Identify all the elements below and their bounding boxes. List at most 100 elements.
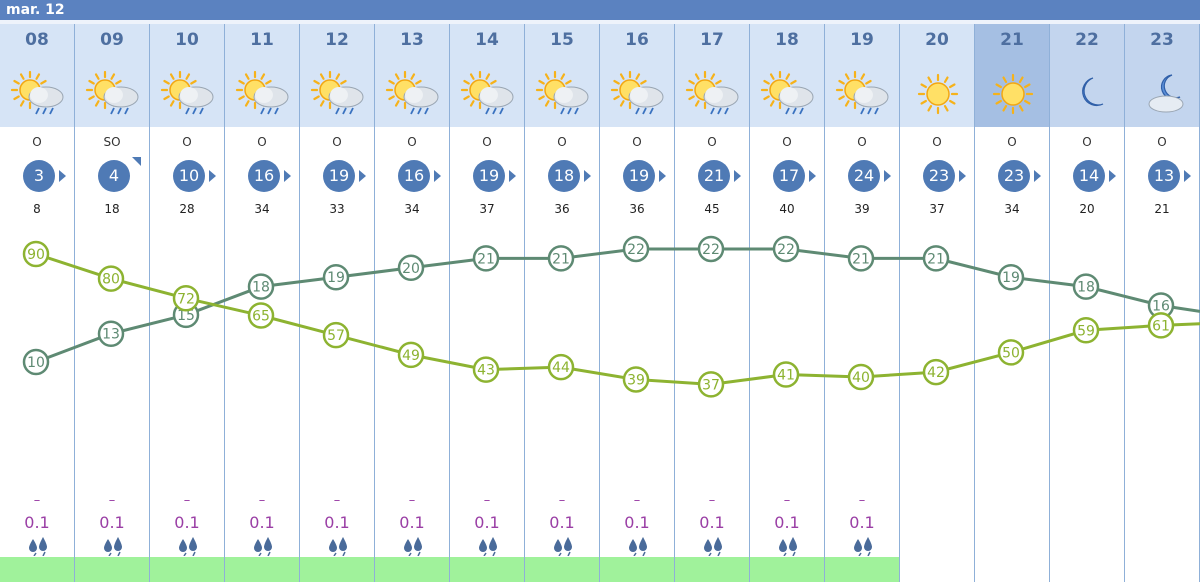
wind-gust: 21: [1154, 202, 1170, 216]
precip-band: [300, 557, 374, 582]
data-point-0-15: 21: [547, 245, 575, 272]
precipitation-value: 0.1: [174, 513, 200, 532]
hour-column-15: 15 O 18 36 – 0.1: [525, 24, 600, 582]
precip-band: [450, 557, 524, 582]
date-header: mar. 12: [0, 0, 1200, 20]
data-label: 22: [777, 242, 795, 258]
wind-direction: O: [32, 135, 42, 149]
wind-speed-badge: 19: [473, 160, 505, 192]
data-label: 42: [927, 365, 945, 381]
wind-speed-badge: 24: [848, 160, 880, 192]
rain-drops-icon: [479, 537, 497, 556]
data-point-1-10: 72: [172, 285, 200, 312]
sun-cloud-rain-icon: [610, 70, 664, 115]
wind-gust: 33: [329, 202, 345, 216]
precip-band: [600, 557, 674, 582]
rain-drops-icon: [29, 537, 47, 556]
data-label: 21: [927, 251, 945, 267]
wind-gust: 20: [1079, 202, 1095, 216]
hour-label: 18: [775, 30, 799, 50]
data-label: 90: [27, 247, 45, 263]
data-point-0-11: 18: [247, 273, 275, 300]
data-point-0-23: 16: [1147, 292, 1175, 319]
hour-header: 12: [300, 24, 374, 127]
precip-band: [375, 557, 449, 582]
wind-gust: 37: [479, 202, 495, 216]
hour-header: 13: [375, 24, 449, 127]
wind-direction: O: [707, 135, 717, 149]
precip-band: [750, 557, 824, 582]
precipitation-value: 0.1: [324, 513, 350, 532]
data-label: 18: [1077, 280, 1095, 296]
sun-cloud-rain-icon: [535, 70, 589, 115]
wind-direction: O: [1157, 135, 1167, 149]
hour-column-16: 16 O 19 36 – 0.1: [600, 24, 675, 582]
data-point-0-08: 10: [22, 348, 50, 376]
data-label: 49: [402, 348, 420, 364]
wind-speed-badge: 10: [173, 160, 205, 192]
wind-direction: O: [557, 135, 567, 149]
wind-speed-badge: 17: [773, 160, 805, 192]
precip-dash: –: [633, 493, 641, 508]
hour-label: 13: [400, 30, 424, 50]
data-point-1-22: 59: [1072, 317, 1100, 344]
sun-cloud-rain-icon: [685, 70, 739, 115]
hour-label: 23: [1150, 30, 1174, 50]
data-point-1-21: 50: [997, 339, 1025, 366]
hour-header: 10: [150, 24, 224, 127]
hour-label: 10: [175, 30, 199, 50]
hour-column-17: 17 O 21 45 – 0.1: [675, 24, 750, 582]
wind-speed-badge: 4: [98, 160, 130, 192]
data-label: 39: [627, 372, 645, 388]
data-label: 59: [1077, 323, 1095, 339]
sun-cloud-rain-icon: [310, 70, 364, 115]
data-label: 19: [1002, 270, 1020, 286]
forecast-grid: 08 O 3 8–0.1 09 SO 4 18–0.1 10 O 10 28–0.1 11 O 16 34–0…: [0, 24, 1200, 582]
data-point-0-19: 21: [847, 245, 875, 272]
data-label: 21: [477, 251, 495, 267]
rain-drops-icon: [254, 537, 272, 556]
data-point-1-20: 42: [922, 358, 950, 386]
hour-header: 15: [525, 24, 599, 127]
wind-gust: 45: [704, 202, 720, 216]
wind-speed-badge: 21: [698, 160, 730, 192]
wind-direction: SO: [103, 135, 121, 149]
data-label: 72: [177, 291, 195, 307]
wind-arrow-icon: [59, 170, 66, 182]
wind-gust: 34: [404, 202, 420, 216]
data-label: 20: [402, 261, 420, 277]
wind-speed-badge: 16: [398, 160, 430, 192]
wind-arrow-icon: [359, 170, 366, 182]
precip-dash: –: [108, 493, 116, 508]
data-label: 65: [252, 309, 270, 325]
wind-gust: 34: [1004, 202, 1020, 216]
moon-cloud-icon: [1148, 74, 1184, 113]
data-label: 61: [1152, 318, 1170, 334]
wind-speed-badge: 19: [323, 160, 355, 192]
data-point-1-23: 61: [1147, 312, 1175, 339]
wind-arrow-icon: [1109, 170, 1116, 182]
data-label: 41: [777, 368, 795, 384]
data-label: 57: [327, 328, 345, 344]
sun-icon: [917, 73, 959, 115]
hour-label: 12: [325, 30, 349, 50]
hour-label: 20: [925, 30, 949, 50]
data-label: 50: [1002, 345, 1020, 361]
precip-dash: –: [858, 493, 866, 508]
wind-speed-badge: 13: [1148, 160, 1180, 192]
hour-header: 08: [0, 24, 74, 127]
sun-cloud-rain-icon: [460, 70, 514, 115]
hour-header: 09: [75, 24, 149, 127]
data-point-1-13: 49: [397, 341, 425, 369]
wind-gust: 8: [33, 202, 41, 216]
data-point-0-09: 13: [97, 320, 125, 347]
wind-direction: O: [332, 135, 342, 149]
precip-dash: –: [333, 493, 341, 508]
data-label: 10: [27, 355, 45, 371]
hour-column-19: 19 O 24 39 – 0.1: [825, 24, 900, 582]
hour-header: 20: [900, 24, 974, 127]
rain-drops-icon: [704, 537, 722, 556]
data-label: 16: [1152, 298, 1170, 314]
hour-label: 11: [250, 30, 274, 50]
precip-band: [225, 557, 299, 582]
